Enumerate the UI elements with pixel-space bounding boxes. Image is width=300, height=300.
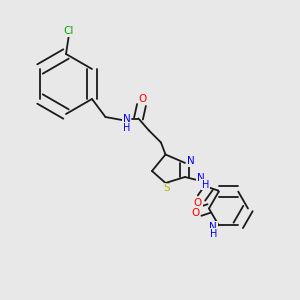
Text: H: H (210, 229, 217, 239)
Text: N: N (123, 113, 130, 124)
Text: N: N (197, 172, 205, 183)
Text: O: O (194, 197, 202, 208)
Text: N: N (187, 156, 194, 167)
Text: S: S (164, 183, 170, 194)
Text: O: O (139, 94, 147, 104)
Text: O: O (191, 208, 200, 218)
Text: N: N (209, 222, 217, 232)
Text: Cl: Cl (64, 26, 74, 37)
Text: H: H (123, 122, 130, 133)
Text: H: H (202, 179, 209, 190)
